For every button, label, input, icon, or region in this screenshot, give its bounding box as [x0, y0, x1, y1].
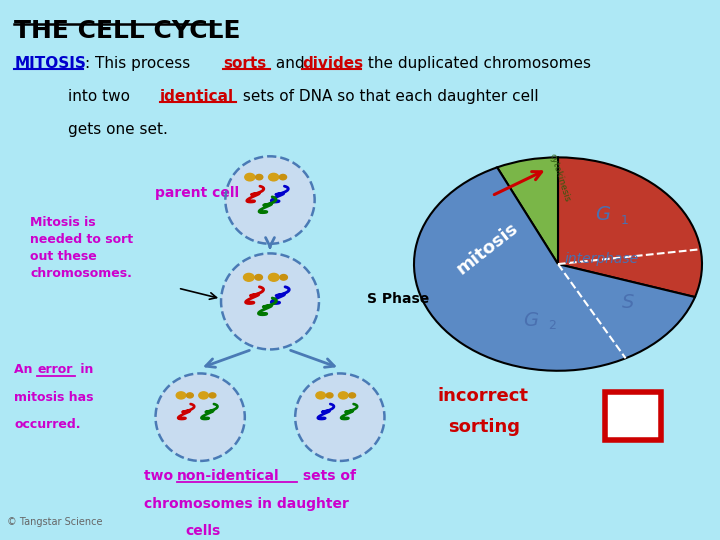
- Circle shape: [176, 392, 186, 399]
- Circle shape: [338, 392, 348, 399]
- Ellipse shape: [225, 156, 315, 244]
- Text: 1: 1: [621, 214, 628, 227]
- Text: © Tangstar Science: © Tangstar Science: [7, 517, 103, 527]
- Circle shape: [269, 173, 279, 181]
- Wedge shape: [497, 157, 558, 264]
- Ellipse shape: [221, 253, 319, 349]
- Text: sorting: sorting: [448, 418, 520, 436]
- Text: sets of DNA so that each daughter cell: sets of DNA so that each daughter cell: [238, 89, 539, 104]
- Circle shape: [316, 392, 325, 399]
- Circle shape: [243, 273, 254, 281]
- Text: interphase: interphase: [564, 252, 638, 266]
- Wedge shape: [558, 157, 702, 297]
- Text: G: G: [595, 206, 611, 225]
- Ellipse shape: [295, 374, 384, 461]
- Text: into two: into two: [68, 89, 135, 104]
- Text: mitosis: mitosis: [453, 219, 522, 278]
- Wedge shape: [414, 167, 695, 371]
- Text: non-identical: non-identical: [177, 469, 280, 483]
- Circle shape: [269, 273, 279, 281]
- Text: cytokinesis: cytokinesis: [547, 152, 572, 203]
- Text: : This process: : This process: [85, 56, 195, 71]
- Text: cells: cells: [186, 524, 221, 538]
- Text: incorrect: incorrect: [438, 387, 528, 405]
- Text: parent cell: parent cell: [155, 186, 239, 200]
- Text: chromosomes in daughter: chromosomes in daughter: [144, 497, 349, 511]
- Text: MITOSIS: MITOSIS: [14, 56, 86, 71]
- Circle shape: [255, 274, 262, 280]
- Circle shape: [245, 173, 255, 181]
- Circle shape: [209, 393, 216, 398]
- Text: S: S: [622, 293, 635, 312]
- Text: the duplicated chromosomes: the duplicated chromosomes: [363, 56, 591, 71]
- Text: Mitosis is
needed to sort
out these
chromosomes.: Mitosis is needed to sort out these chro…: [30, 216, 133, 280]
- Ellipse shape: [156, 374, 245, 461]
- Text: occurred.: occurred.: [14, 418, 81, 431]
- Text: 2: 2: [549, 319, 556, 332]
- Circle shape: [326, 393, 333, 398]
- Circle shape: [199, 392, 208, 399]
- Circle shape: [279, 174, 287, 180]
- Text: in: in: [76, 363, 94, 376]
- Text: identical: identical: [160, 89, 234, 104]
- Text: An: An: [14, 363, 37, 376]
- Text: two: two: [144, 469, 178, 483]
- Text: sorts: sorts: [223, 56, 266, 71]
- Circle shape: [186, 393, 193, 398]
- Text: sets of: sets of: [298, 469, 356, 483]
- Circle shape: [280, 274, 287, 280]
- Text: G: G: [523, 310, 539, 329]
- Text: divides: divides: [302, 56, 364, 71]
- Circle shape: [256, 174, 263, 180]
- Text: and: and: [271, 56, 310, 71]
- Text: mitosis has: mitosis has: [14, 390, 94, 403]
- Text: gets one set.: gets one set.: [68, 122, 168, 137]
- Bar: [605, 392, 661, 440]
- Circle shape: [348, 393, 356, 398]
- Text: THE CELL CYCLE: THE CELL CYCLE: [14, 19, 241, 43]
- Text: S Phase: S Phase: [367, 292, 429, 306]
- Text: error: error: [37, 363, 73, 376]
